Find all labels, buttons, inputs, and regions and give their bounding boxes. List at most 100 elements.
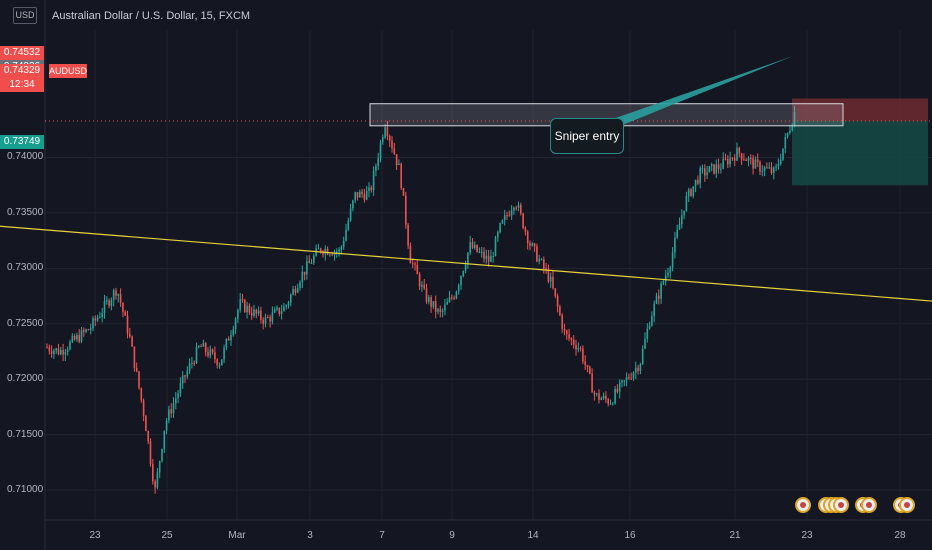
candle-body: [464, 264, 467, 271]
candle-body: [766, 167, 768, 169]
candle-body: [131, 336, 133, 347]
x-tick-label: 9: [449, 530, 455, 541]
candle-body: [283, 306, 285, 312]
candle-body: [172, 403, 175, 414]
us-flag-event-icon[interactable]: [795, 497, 811, 513]
candle-body: [94, 318, 97, 321]
candle-body: [78, 335, 80, 342]
candle-body: [658, 295, 660, 299]
x-tick-label: Mar: [228, 530, 246, 541]
candle-body: [791, 125, 793, 131]
candle-body: [469, 242, 471, 253]
candle-body: [377, 158, 379, 167]
candle-body: [227, 338, 230, 341]
candle-body: [529, 243, 531, 246]
candle-body: [474, 244, 476, 249]
candle-body: [572, 339, 575, 346]
candle-body: [87, 329, 90, 331]
candle-body: [62, 350, 64, 355]
candle-body: [135, 368, 138, 372]
candle-body: [322, 251, 324, 255]
chart-grid: [44, 0, 932, 550]
candle-body: [451, 297, 453, 299]
candle-body: [329, 254, 331, 256]
candle-body: [218, 365, 221, 367]
price-tag-current: 0.74329: [0, 64, 44, 78]
candle-body: [416, 264, 419, 275]
candle-body: [704, 168, 706, 176]
candle-body: [393, 148, 396, 155]
candle-body: [579, 347, 582, 349]
candle-body: [448, 297, 451, 302]
candle-body: [687, 189, 690, 196]
candle-body: [589, 366, 591, 374]
candle-body: [273, 309, 276, 313]
candle-body: [483, 251, 485, 259]
candle-body: [727, 158, 729, 165]
candle-body: [418, 274, 421, 287]
candle-body: [179, 383, 182, 394]
candle-body: [411, 263, 414, 265]
countdown-tag: 12:34: [0, 78, 44, 92]
x-tick-label: 7: [379, 530, 385, 541]
candle-body: [630, 378, 632, 380]
candle-body: [60, 350, 62, 355]
candle-body: [200, 346, 202, 348]
chart-title: Australian Dollar / U.S. Dollar, 15, FXC…: [52, 10, 251, 22]
candle-body: [119, 294, 122, 303]
sniper-entry-callout[interactable]: Sniper entry: [550, 118, 624, 154]
candle-body: [460, 276, 462, 286]
symbol-tag: AUDUSD: [49, 64, 88, 78]
candle-body: [441, 310, 444, 312]
price-tag-target: 0.73749: [0, 135, 44, 149]
candle-body: [651, 315, 653, 326]
candle-body: [326, 248, 329, 255]
candle-body: [543, 259, 545, 269]
candle-body: [191, 362, 193, 364]
candle-body: [336, 251, 338, 253]
us-flag-event-icon[interactable]: [833, 497, 849, 513]
candle-body: [724, 158, 727, 160]
candle-body: [676, 229, 678, 238]
candle-body: [710, 164, 713, 167]
candle-body: [432, 301, 435, 307]
candle-body: [382, 137, 384, 143]
candle-body: [310, 262, 313, 264]
candle-body: [775, 166, 777, 168]
candle-body: [103, 301, 106, 313]
candle-body: [664, 275, 667, 282]
currency-label[interactable]: USD: [13, 7, 37, 24]
candle-body: [671, 252, 674, 268]
candle-body: [733, 158, 736, 161]
candle-body: [759, 161, 761, 172]
candles-layer: [46, 105, 796, 494]
y-tick-label: 0.72000: [7, 373, 44, 385]
callout-pointer: [610, 56, 793, 126]
candle-body: [124, 311, 126, 316]
candle-body: [616, 388, 619, 392]
us-flag-event-icon[interactable]: [899, 497, 915, 513]
candle-body: [306, 261, 308, 275]
candle-body: [467, 252, 469, 265]
candle-body: [352, 200, 354, 209]
candle-body: [782, 148, 784, 160]
candle-body: [64, 351, 67, 355]
candle-body: [248, 305, 251, 313]
candle-body: [140, 387, 143, 401]
candle-body: [133, 346, 136, 369]
candle-body: [149, 441, 152, 465]
candle-body: [402, 188, 405, 196]
candle-body: [621, 380, 623, 383]
candle-body: [264, 317, 267, 324]
candle-body: [720, 168, 722, 170]
candle-body: [777, 164, 780, 167]
candle-body: [639, 363, 642, 371]
candle-body: [607, 399, 609, 404]
y-tick-label: 0.73500: [7, 206, 44, 218]
candle-body: [476, 244, 478, 252]
candle-body: [538, 259, 540, 262]
us-flag-event-icon[interactable]: [861, 497, 877, 513]
candle-body: [552, 276, 554, 289]
candle-body: [455, 291, 458, 299]
